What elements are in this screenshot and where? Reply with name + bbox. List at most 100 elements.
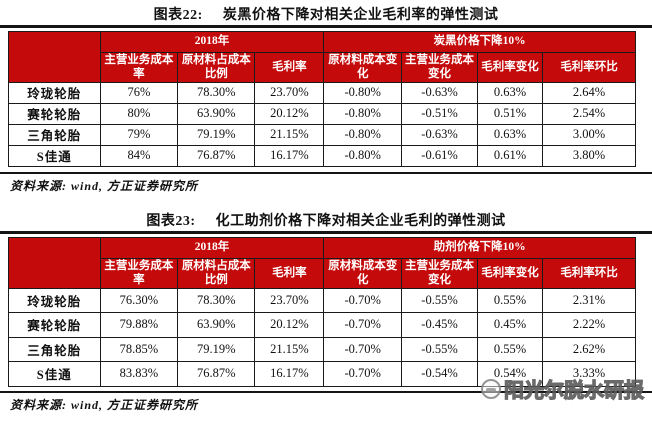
cell: 16.17% bbox=[254, 361, 325, 387]
cell: 78.30% bbox=[177, 81, 256, 104]
table-row: S佳通 84% 76.87% 16.17% -0.80% -0.61% 0.61… bbox=[8, 144, 636, 167]
cell: -0.61% bbox=[401, 144, 478, 167]
cell: 76.87% bbox=[177, 361, 256, 387]
cell: 80% bbox=[99, 102, 179, 125]
year-group-header: 2018年 bbox=[99, 236, 325, 259]
cell: 78.30% bbox=[177, 287, 256, 313]
cell: 20.12% bbox=[254, 102, 325, 125]
header-cols-row: 主营业务成本率 原材料占成本比例 毛利率 原材料成本变化 主营业务成本变化 毛利… bbox=[9, 51, 636, 83]
table-row: S佳通 83.83% 76.87% 16.17% -0.70% -0.54% 0… bbox=[8, 361, 636, 387]
figure22-label: 图表22: bbox=[153, 8, 203, 23]
col-header: 毛利率变化 bbox=[476, 257, 544, 289]
col-header: 主营业务成本率 bbox=[99, 51, 179, 83]
cell: -0.80% bbox=[323, 81, 403, 104]
cell: 78.85% bbox=[99, 336, 179, 362]
figure23-title-text: 化工助剂价格下降对相关企业毛利的弹性测试 bbox=[215, 214, 506, 229]
col-header: 主营业务成本变化 bbox=[401, 257, 478, 289]
figure23-title: 图表23: 化工助剂价格下降对相关企业毛利的弹性测试 bbox=[0, 206, 652, 231]
cell: 2.22% bbox=[542, 312, 636, 338]
cell: 2.54% bbox=[542, 102, 636, 125]
cell: 79% bbox=[99, 123, 179, 146]
cell: -0.51% bbox=[401, 102, 478, 125]
figure22-title-text: 炭黑价格下降对相关企业毛利率的弹性测试 bbox=[222, 8, 499, 23]
cell: -0.70% bbox=[323, 287, 403, 313]
cell: -0.70% bbox=[323, 312, 403, 338]
col-header: 毛利率 bbox=[254, 51, 325, 83]
cell: 79.19% bbox=[177, 336, 256, 362]
cell: 0.51% bbox=[476, 102, 544, 125]
cell: 21.15% bbox=[254, 336, 325, 362]
corner-cell bbox=[8, 30, 101, 83]
cell: 79.19% bbox=[177, 123, 256, 146]
top-rule-figure22 bbox=[0, 25, 652, 28]
cell: 0.55% bbox=[476, 336, 544, 362]
row-label: 三角轮胎 bbox=[8, 123, 101, 146]
table-row: 三角轮胎 78.85% 79.19% 21.15% -0.70% -0.55% … bbox=[8, 336, 636, 362]
figure23-label: 图表23: bbox=[146, 214, 196, 229]
row-label: 玲珑轮胎 bbox=[8, 287, 101, 313]
cell: 0.54% bbox=[476, 361, 544, 387]
year-group-header: 2018年 bbox=[99, 30, 325, 53]
cell: -0.70% bbox=[323, 336, 403, 362]
cell: -0.63% bbox=[401, 123, 478, 146]
cell: 3.00% bbox=[542, 123, 636, 146]
table-row: 玲珑轮胎 76% 78.30% 23.70% -0.80% -0.63% 0.6… bbox=[8, 81, 636, 104]
cell: 3.80% bbox=[542, 144, 636, 167]
cell: 0.61% bbox=[476, 144, 544, 167]
col-header: 主营业务成本率 bbox=[99, 257, 179, 289]
col-header: 毛利率环比 bbox=[542, 51, 636, 83]
cell: -0.55% bbox=[401, 287, 478, 313]
cell: 3.33% bbox=[542, 361, 636, 387]
corner-cell bbox=[8, 236, 101, 289]
cell: 76.30% bbox=[99, 287, 179, 313]
cell: 2.64% bbox=[542, 81, 636, 104]
cell: 0.55% bbox=[476, 287, 544, 313]
cell: 0.45% bbox=[476, 312, 544, 338]
cell: 23.70% bbox=[254, 81, 325, 104]
col-header: 毛利率环比 bbox=[542, 257, 636, 289]
cell: 63.90% bbox=[177, 312, 256, 338]
bottom-rule-figure22 bbox=[0, 171, 652, 174]
figure23-table: 2018年 助剂价格下降10% 主营业务成本率 原材料占成本比例 毛利率 原材料… bbox=[8, 236, 636, 387]
scenario-group-header: 炭黑价格下降10% bbox=[323, 30, 636, 53]
cell: 2.62% bbox=[542, 336, 636, 362]
header-cols-row: 主营业务成本率 原材料占成本比例 毛利率 原材料成本变化 主营业务成本变化 毛利… bbox=[9, 257, 636, 289]
figure22-table: 2018年 炭黑价格下降10% 主营业务成本率 原材料占成本比例 毛利率 原材料… bbox=[8, 30, 636, 167]
cell: -0.80% bbox=[323, 102, 403, 125]
col-header: 原材料成本变化 bbox=[323, 257, 403, 289]
header-group-row: 2018年 炭黑价格下降10% bbox=[8, 30, 636, 83]
source-figure22: 资料来源: wind, 方正证券研究所 bbox=[10, 179, 199, 193]
col-header: 原材料占成本比例 bbox=[177, 257, 256, 289]
row-label: 玲珑轮胎 bbox=[8, 81, 101, 104]
source-figure23: 资料来源: wind, 方正证券研究所 bbox=[10, 398, 199, 412]
col-header: 毛利率变化 bbox=[476, 51, 544, 83]
cell: -0.45% bbox=[401, 312, 478, 338]
col-header: 原材料占成本比例 bbox=[177, 51, 256, 83]
table-row: 三角轮胎 79% 79.19% 21.15% -0.80% -0.63% 0.6… bbox=[8, 123, 636, 146]
col-header: 原材料成本变化 bbox=[323, 51, 403, 83]
bottom-rule-figure23 bbox=[0, 390, 652, 393]
cell: 0.63% bbox=[476, 81, 544, 104]
cell: -0.70% bbox=[323, 361, 403, 387]
cell: 2.31% bbox=[542, 287, 636, 313]
table-row: 赛轮轮胎 79.88% 63.90% 20.12% -0.70% -0.45% … bbox=[8, 312, 636, 338]
cell: -0.80% bbox=[323, 144, 403, 167]
cell: 20.12% bbox=[254, 312, 325, 338]
top-rule-figure23 bbox=[0, 231, 652, 234]
cell: -0.63% bbox=[401, 81, 478, 104]
cell: 79.88% bbox=[99, 312, 179, 338]
row-label: 赛轮轮胎 bbox=[8, 312, 101, 338]
figure22-title: 图表22: 炭黑价格下降对相关企业毛利率的弹性测试 bbox=[0, 0, 652, 25]
scenario-group-header: 助剂价格下降10% bbox=[323, 236, 636, 259]
cell: 63.90% bbox=[177, 102, 256, 125]
col-header: 主营业务成本变化 bbox=[401, 51, 478, 83]
cell: 84% bbox=[99, 144, 179, 167]
table-row: 玲珑轮胎 76.30% 78.30% 23.70% -0.70% -0.55% … bbox=[8, 287, 636, 313]
header-group-row: 2018年 助剂价格下降10% bbox=[8, 236, 636, 289]
cell: -0.80% bbox=[323, 123, 403, 146]
cell: 21.15% bbox=[254, 123, 325, 146]
cell: 83.83% bbox=[99, 361, 179, 387]
col-header: 毛利率 bbox=[254, 257, 325, 289]
cell: 76% bbox=[99, 81, 179, 104]
cell: 76.87% bbox=[177, 144, 256, 167]
